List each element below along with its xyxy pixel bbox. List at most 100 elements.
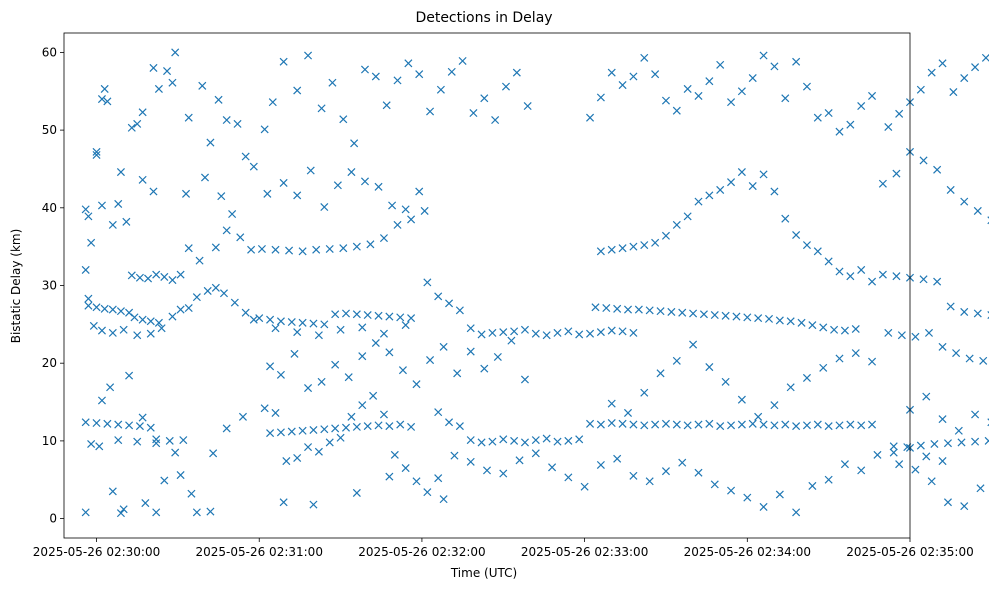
data-point xyxy=(130,313,139,322)
data-point xyxy=(846,120,855,129)
data-point xyxy=(336,433,345,442)
data-point xyxy=(385,472,394,481)
data-point xyxy=(938,59,947,68)
data-point xyxy=(287,317,296,327)
data-point xyxy=(176,471,185,480)
data-point xyxy=(92,303,101,312)
data-point xyxy=(792,508,801,517)
data-point xyxy=(618,244,627,253)
data-point xyxy=(797,318,806,327)
data-point xyxy=(420,206,429,215)
data-point xyxy=(705,363,714,372)
data-point xyxy=(629,471,638,480)
data-point xyxy=(808,321,817,330)
data-point xyxy=(493,352,502,362)
y-tick-label: 20 xyxy=(42,356,57,370)
x-tick-label: 2025-05-26 02:32:00 xyxy=(358,545,485,559)
data-point xyxy=(339,244,348,253)
data-point xyxy=(775,316,784,325)
data-point xyxy=(737,168,746,177)
data-point xyxy=(426,356,435,365)
data-point xyxy=(423,488,432,497)
data-point xyxy=(499,328,508,337)
data-point xyxy=(548,463,557,472)
data-point xyxy=(523,102,532,111)
data-point xyxy=(824,422,833,431)
data-point xyxy=(293,328,302,337)
data-point xyxy=(366,240,375,249)
data-point xyxy=(379,410,388,419)
data-point xyxy=(453,369,462,378)
data-point xyxy=(306,166,315,175)
data-point xyxy=(979,356,988,365)
data-point xyxy=(255,314,264,323)
data-point xyxy=(412,380,421,389)
data-point xyxy=(154,318,163,327)
data-point xyxy=(450,451,459,460)
data-point xyxy=(455,306,464,315)
y-axis-label: Bistatic Delay (km) xyxy=(9,229,23,344)
data-point xyxy=(689,309,698,318)
data-point xyxy=(146,317,155,326)
data-point xyxy=(640,388,649,397)
data-point xyxy=(92,150,101,160)
data-point xyxy=(971,63,980,72)
data-point xyxy=(770,187,779,196)
data-point xyxy=(943,498,952,507)
data-point xyxy=(607,68,616,77)
data-point xyxy=(802,421,811,430)
data-point xyxy=(209,449,218,458)
data-point xyxy=(868,420,877,429)
data-point xyxy=(203,286,212,295)
data-point xyxy=(857,102,866,111)
data-point xyxy=(458,56,467,65)
data-point xyxy=(195,256,204,265)
data-point xyxy=(764,314,774,323)
data-point xyxy=(222,115,231,125)
data-point xyxy=(317,104,326,113)
data-point xyxy=(341,423,351,432)
data-point xyxy=(591,303,600,312)
data-point xyxy=(542,434,551,443)
data-point xyxy=(721,311,730,320)
data-point xyxy=(336,325,345,334)
data-point xyxy=(884,328,893,337)
data-point xyxy=(81,265,90,274)
data-point xyxy=(379,329,388,338)
data-point xyxy=(371,72,380,81)
data-point xyxy=(857,466,866,475)
data-point xyxy=(141,499,150,508)
data-point xyxy=(824,257,833,266)
data-point xyxy=(317,377,326,386)
data-point xyxy=(279,498,288,507)
data-point xyxy=(341,309,351,318)
data-point xyxy=(868,357,877,366)
data-point xyxy=(469,108,478,118)
data-point xyxy=(393,220,402,229)
data-point xyxy=(407,422,416,431)
data-point xyxy=(282,457,291,466)
data-point xyxy=(607,399,616,408)
x-tick-label: 2025-05-26 02:30:00 xyxy=(33,545,160,559)
x-tick-label: 2025-05-26 02:31:00 xyxy=(196,545,323,559)
data-point xyxy=(241,152,250,161)
data-point xyxy=(133,119,142,128)
data-point xyxy=(304,443,313,452)
data-point xyxy=(200,173,210,182)
data-point xyxy=(846,420,855,429)
data-point xyxy=(176,305,185,314)
data-point xyxy=(412,477,421,486)
data-point xyxy=(268,98,277,107)
data-point xyxy=(347,168,356,177)
data-point xyxy=(314,331,323,340)
data-point xyxy=(276,428,285,437)
data-point xyxy=(586,329,595,338)
data-point xyxy=(176,270,185,279)
y-tick-label: 60 xyxy=(42,45,57,59)
data-point xyxy=(271,245,280,254)
data-point xyxy=(878,179,887,188)
data-point xyxy=(792,422,801,431)
data-point xyxy=(938,342,947,351)
data-point xyxy=(651,238,660,247)
data-point xyxy=(260,125,269,134)
